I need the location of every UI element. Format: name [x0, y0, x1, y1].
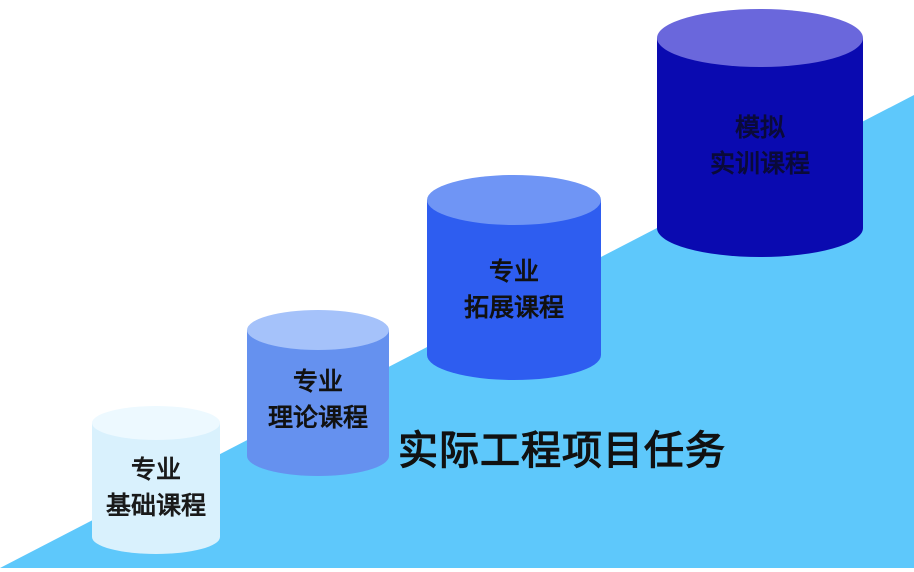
- step-label-simulation: 模拟 实训课程: [657, 110, 863, 182]
- step-line1: 专业: [292, 367, 343, 396]
- step-line2: 实训课程: [709, 149, 810, 178]
- cylinder-body: [657, 38, 863, 257]
- cylinder-top: [427, 175, 601, 225]
- cylinder-body: [427, 200, 601, 380]
- cylinder-top: [657, 9, 863, 67]
- cylinder-body: [247, 330, 389, 476]
- cylinder-top: [247, 310, 389, 350]
- step-line2: 拓展课程: [463, 293, 564, 322]
- cylinder-simulation: [657, 9, 863, 257]
- cylinder-top: [92, 406, 220, 440]
- cylinder-group: [92, 9, 863, 554]
- cylinder-basic: [92, 406, 220, 554]
- step-label-basic: 专业 基础课程: [92, 452, 220, 524]
- step-line2: 理论课程: [267, 403, 368, 432]
- project-task-title: 实际工程项目任务: [398, 428, 726, 474]
- step-label-extension: 专业 拓展课程: [427, 254, 601, 326]
- cylinder-extension: [427, 175, 601, 380]
- step-line2: 基础课程: [105, 491, 206, 520]
- step-line1: 专业: [130, 455, 181, 484]
- step-line1: 专业: [488, 257, 539, 286]
- step-line1: 模拟: [734, 113, 785, 142]
- cylinder-theory: [247, 310, 389, 476]
- cylinder-body: [92, 423, 220, 554]
- step-label-theory: 专业 理论课程: [247, 364, 389, 436]
